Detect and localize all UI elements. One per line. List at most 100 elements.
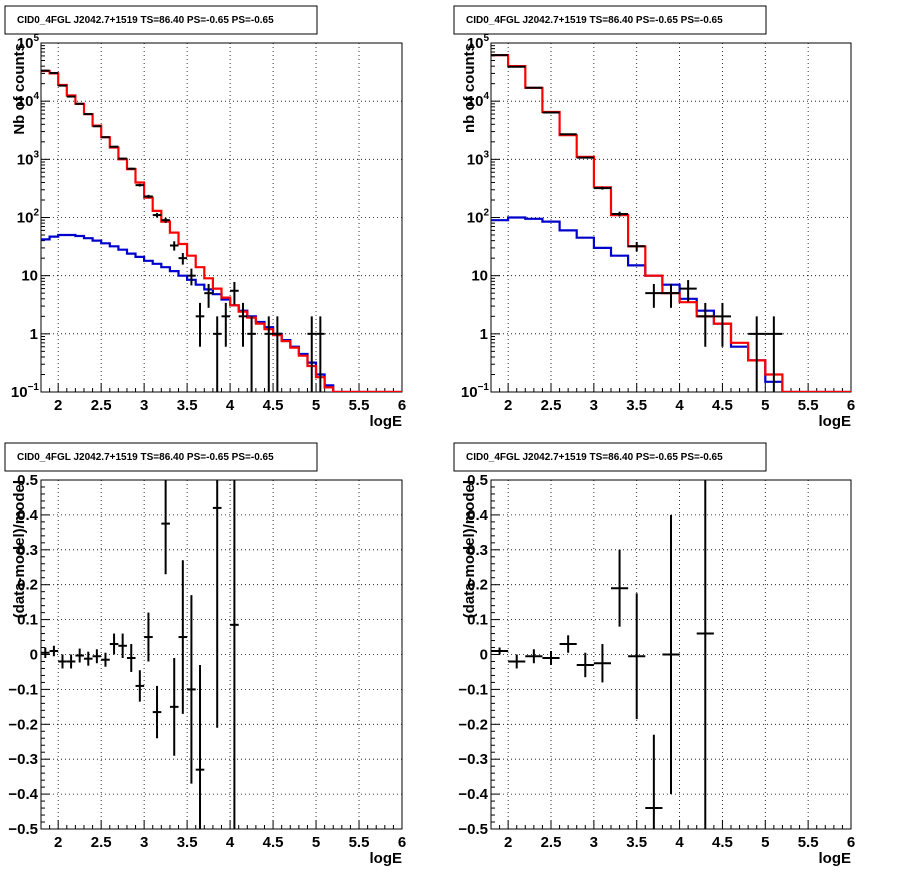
residual-point <box>152 685 162 739</box>
plot-frame <box>40 479 403 830</box>
data-layer <box>491 54 851 392</box>
residual-point <box>542 651 560 665</box>
residual-point <box>41 647 50 658</box>
data-point <box>611 211 629 217</box>
data-point <box>118 157 127 160</box>
data-point <box>152 212 162 218</box>
x-axis-label: logE <box>819 413 852 430</box>
x-tick-label: 2 <box>504 834 512 851</box>
residual-point <box>49 645 59 657</box>
plot-frame <box>40 42 403 393</box>
x-tick-label: 5 <box>312 834 320 851</box>
y-axis-label: Nb of counts <box>11 43 28 135</box>
y-tick-label: 105 <box>17 33 40 52</box>
chart-title-box <box>4 5 318 35</box>
residual-point <box>611 549 629 627</box>
y-tick-label: 10−1 <box>461 382 490 401</box>
residual-point <box>169 657 179 756</box>
data-point <box>247 316 256 392</box>
residual-point <box>83 651 93 666</box>
x-tick-label: 3 <box>590 397 598 414</box>
residual-point <box>144 612 153 662</box>
x-tick-label: 4.5 <box>263 834 284 851</box>
chart-title: CID0_4FGL J2042.7+1519 TS=86.40 PS=-0.65… <box>17 452 274 463</box>
x-tick-label: 2.5 <box>541 397 562 414</box>
data-point <box>92 125 102 128</box>
x-tick-label: 3.5 <box>177 834 198 851</box>
residual-point <box>559 635 577 653</box>
data-point <box>126 167 136 170</box>
residual-point <box>662 514 680 795</box>
y-tick-label: −0.4 <box>458 786 488 803</box>
residual-point <box>66 654 76 669</box>
data-point <box>221 302 231 347</box>
data-point <box>187 268 196 286</box>
data-point <box>195 302 205 347</box>
x-tick-label: 6 <box>847 834 855 851</box>
residual-point <box>696 480 714 829</box>
data-point <box>696 302 714 347</box>
data-point <box>307 316 317 392</box>
data-point <box>593 186 611 190</box>
x-tick-label: 2.5 <box>541 834 562 851</box>
y-tick-label: −0.1 <box>8 681 38 698</box>
x-tick-label: 6 <box>398 397 406 414</box>
residual-point <box>101 652 110 667</box>
data-point <box>169 241 179 251</box>
data-point <box>144 194 153 199</box>
residual-point <box>187 595 196 784</box>
y-tick-label: 1 <box>30 326 38 343</box>
y-tick-label: 0.1 <box>17 612 38 629</box>
chart-title-box <box>453 442 767 472</box>
x-tick-label: 2 <box>54 397 62 414</box>
data-point <box>662 283 680 308</box>
x-tick-label: 2 <box>54 834 62 851</box>
x-tick-label: 3.5 <box>626 397 647 414</box>
data-point <box>230 281 239 305</box>
x-tick-label: 5.5 <box>349 397 370 414</box>
data-point <box>316 316 325 392</box>
data-point <box>628 241 646 252</box>
y-tick-label: −0.2 <box>458 716 488 733</box>
y-tick-label: −0.4 <box>8 786 38 803</box>
x-tick-label: 4 <box>226 834 235 851</box>
y-tick-label: 103 <box>467 149 490 168</box>
y-tick-label: 0.2 <box>17 577 38 594</box>
data-layer <box>491 480 714 829</box>
residual-point <box>195 664 205 829</box>
y-axis-label: (data-model)/model <box>11 480 28 618</box>
y-tick-label: −0.5 <box>8 821 38 838</box>
data-point <box>75 102 84 105</box>
y-axis-label: (data-model)/model <box>461 480 478 618</box>
chart-title: CID0_4FGL J2042.7+1519 TS=86.40 PS=-0.65… <box>466 452 723 463</box>
x-tick-label: 5.5 <box>798 834 819 851</box>
residual-point <box>593 644 611 683</box>
y-tick-label: 0.3 <box>467 542 488 559</box>
y-axis-label: nb of counts <box>461 43 478 133</box>
y-tick-label: −0.3 <box>8 751 38 768</box>
x-tick-label: 4.5 <box>712 834 733 851</box>
x-tick-label: 3.5 <box>177 397 198 414</box>
residual-point <box>126 644 136 672</box>
data-point <box>765 316 783 392</box>
x-axis-label: logE <box>370 850 403 867</box>
data-point <box>238 302 248 347</box>
data-layer <box>41 480 239 829</box>
data-point <box>264 316 274 392</box>
data-point <box>713 302 731 347</box>
residual-point <box>178 560 188 714</box>
chart-title-box <box>453 5 767 35</box>
chart-panel-bottom-right: CID0_4FGL J2042.7+1519 TS=86.40 PS=-0.65… <box>453 442 855 867</box>
x-tick-label: 4.5 <box>712 397 733 414</box>
residual-point <box>118 633 127 658</box>
x-tick-label: 6 <box>847 397 855 414</box>
x-tick-label: 2 <box>504 397 512 414</box>
x-tick-label: 4.5 <box>263 397 284 414</box>
residual-point <box>161 480 170 575</box>
y-tick-label: 10 <box>471 268 488 285</box>
data-point <box>542 111 560 114</box>
data-point <box>679 280 697 302</box>
x-tick-label: 5 <box>312 397 320 414</box>
